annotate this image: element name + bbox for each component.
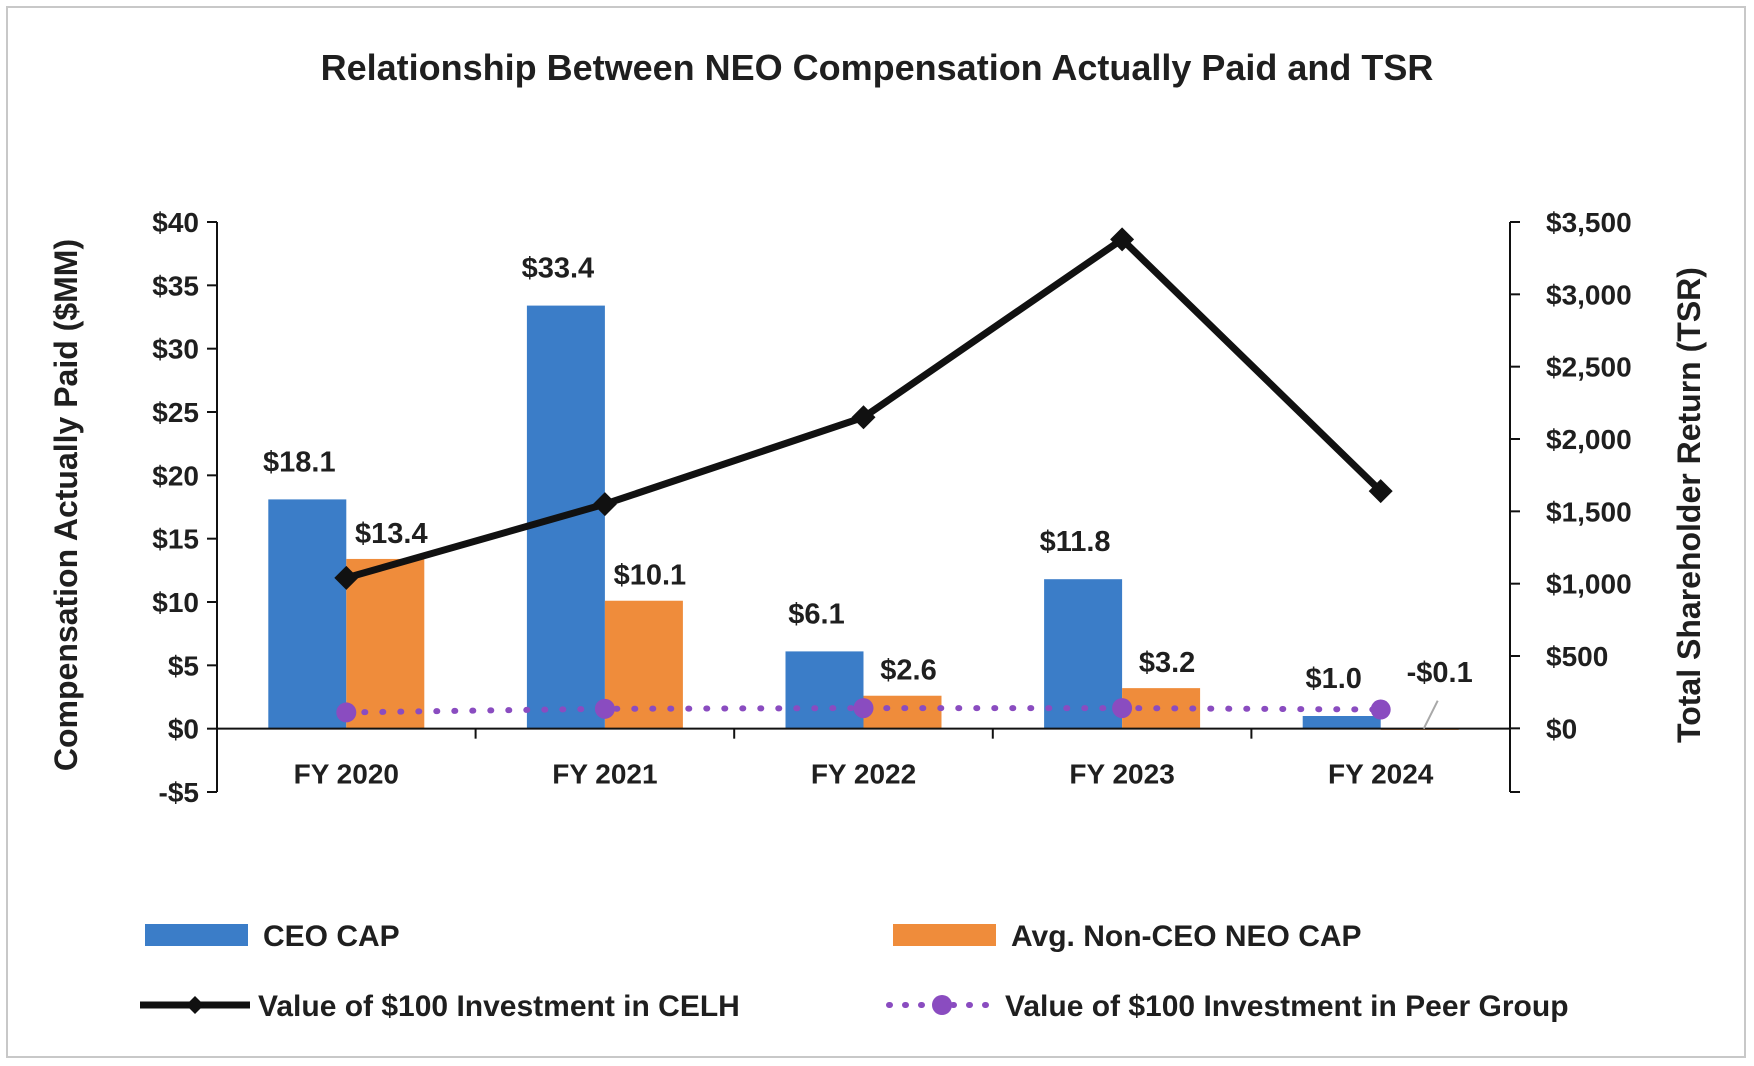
- legend-item-3: Value of $100 Investment in CELH: [140, 990, 740, 1023]
- y-left-tick-label: $25: [152, 397, 199, 428]
- ceo-cap-label-2: $33.4: [522, 253, 595, 285]
- y-left-tick-label: $30: [152, 334, 199, 365]
- y-axis-left-title: Compensation Actually Paid ($MM): [48, 239, 84, 771]
- celh-point-4: [1110, 227, 1135, 252]
- x-tick-label: FY 2021: [552, 759, 657, 790]
- y-left-tick-label: $35: [152, 270, 199, 301]
- peer-group-point-1: [336, 702, 357, 723]
- neo-cap-bar-1: [346, 558, 425, 729]
- peer-group-point-2: [594, 698, 615, 719]
- peer-group-point-5: [1370, 699, 1391, 720]
- legend-label: Avg. Non-CEO NEO CAP: [1011, 920, 1362, 953]
- y-left-tick-label: -$5: [159, 777, 199, 808]
- ceo-cap-label-1: $18.1: [263, 446, 336, 478]
- peer-group-point-4: [1112, 698, 1133, 719]
- peer-group-line: [343, 705, 1384, 716]
- y-right-tick-label: $2,500: [1546, 352, 1632, 383]
- y-right-tick-label: $1,000: [1546, 569, 1632, 600]
- neo-cap-bar-4: [1122, 688, 1201, 729]
- legend-item-4: Value of $100 Investment in Peer Group: [886, 990, 1569, 1023]
- neo-cap-label-5: -$0.1: [1407, 657, 1473, 689]
- label-leader-line: [1422, 700, 1439, 730]
- y-left-tick-label: $0: [168, 714, 199, 745]
- legend-item-1: CEO CAP: [145, 920, 400, 953]
- legend-label: Value of $100 Investment in CELH: [258, 990, 740, 1023]
- y-right-tick-label: $1,500: [1546, 496, 1632, 527]
- celh-point-1: [334, 565, 359, 590]
- neo-cap-label-3: $2.6: [880, 655, 936, 687]
- chart-title: Relationship Between NEO Compensation Ac…: [321, 47, 1434, 88]
- ceo-cap-bar-1: [268, 499, 347, 729]
- y-left-tick-label: $40: [152, 207, 199, 238]
- legend-swatch: [145, 924, 248, 946]
- bars-layer: [268, 305, 1459, 730]
- legend-label: Value of $100 Investment in Peer Group: [1005, 990, 1569, 1023]
- x-tick-label: FY 2020: [294, 759, 399, 790]
- x-tick-label: FY 2024: [1328, 759, 1434, 790]
- celh-point-3: [851, 405, 876, 430]
- ceo-cap-label-5: $1.0: [1305, 663, 1361, 695]
- ceo-cap-bar-4: [1044, 579, 1123, 729]
- neo-cap-label-4: $3.2: [1139, 647, 1195, 679]
- neo-cap-bar-3: [863, 695, 942, 729]
- legend-marker: [932, 995, 952, 1015]
- legend-marker: [186, 996, 204, 1014]
- ceo-cap-bar-5: [1302, 716, 1381, 729]
- y-right-tick-label: $500: [1546, 641, 1608, 672]
- y-axis-right-title: Total Shareholder Return (TSR): [1671, 267, 1707, 743]
- y-right-tick-label: $2,000: [1546, 424, 1632, 455]
- y-left-tick-label: $10: [152, 587, 199, 618]
- ceo-cap-label-4: $11.8: [1040, 526, 1111, 558]
- y-left-tick-label: $15: [152, 524, 199, 555]
- legend-swatch: [893, 924, 996, 946]
- y-left-tick-label: $5: [168, 650, 199, 681]
- x-tick-label: FY 2023: [1069, 759, 1174, 790]
- x-tick-label: FY 2022: [811, 759, 916, 790]
- y-right-tick-label: $3,500: [1546, 207, 1632, 238]
- ceo-cap-label-3: $6.1: [788, 598, 844, 630]
- legend-label: CEO CAP: [263, 920, 400, 953]
- legend: CEO CAP Avg. Non-CEO NEO CAP Value of $100…: [140, 920, 1569, 1023]
- axes-layer: $40 $35 $30 $25 $20 $15 $10 $5 $0 -$5 $3,500 $3,000…: [152, 207, 1631, 808]
- neo-cap-label-1: $13.4: [355, 518, 428, 550]
- lines-layer: [334, 227, 1393, 723]
- y-left-tick-label: $20: [152, 460, 199, 491]
- y-right-tick-label: $0: [1546, 713, 1577, 744]
- y-right-tick-label: $3,000: [1546, 279, 1632, 310]
- neo-cap-label-2: $10.1: [614, 560, 687, 592]
- peer-group-point-3: [853, 698, 874, 719]
- celh-point-5: [1368, 479, 1393, 504]
- legend-item-2: Avg. Non-CEO NEO CAP: [893, 920, 1362, 953]
- celh-point-2: [592, 492, 617, 517]
- data-labels-layer: $18.1 $33.4 $6.1 $11.8 $1.0 $13.4 $10.1 $2.6 $3.…: [263, 253, 1473, 730]
- ceo-cap-bar-3: [785, 651, 864, 729]
